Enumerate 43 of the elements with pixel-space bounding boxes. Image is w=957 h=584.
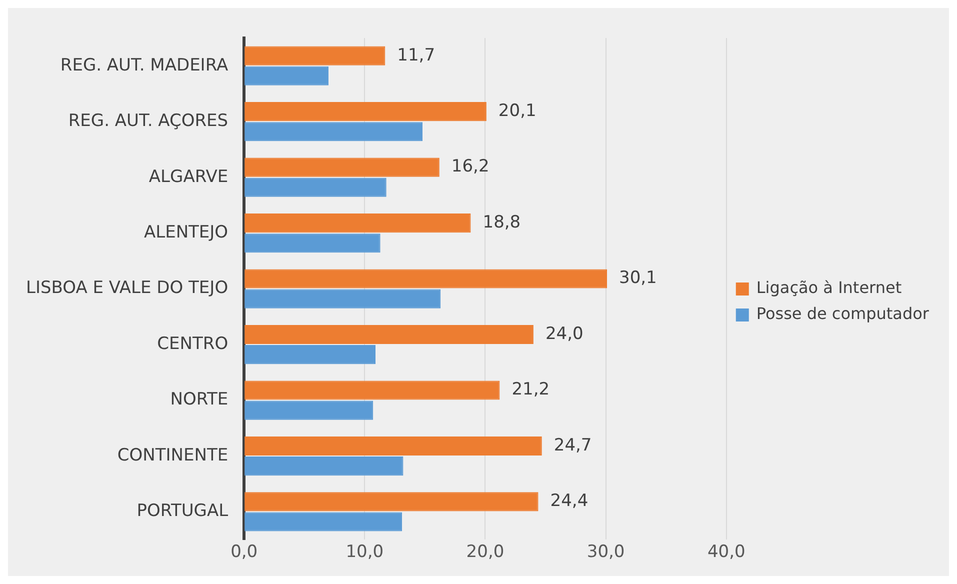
data-label: 24,7 (554, 435, 592, 456)
y-tick-label: CONTINENTE (117, 445, 228, 466)
y-tick-label: NORTE (170, 390, 228, 410)
y-tick-label: REG. AUT. MADEIRA (60, 55, 228, 76)
bar (244, 46, 386, 66)
x-tick-label: 40,0 (707, 542, 746, 562)
legend-label: Posse de computador (756, 304, 930, 324)
legend-label: Ligação à Internet (756, 278, 902, 298)
data-label: 11,7 (397, 45, 436, 66)
bar (244, 436, 542, 456)
x-tick-label: 20,0 (466, 542, 504, 562)
data-label: 16,2 (451, 156, 490, 177)
bar (244, 456, 404, 476)
y-tick-label: ALENTEJO (144, 222, 228, 242)
y-tick-label: REG. AUT. AÇORES (68, 111, 228, 132)
y-tick-label: CENTRO (157, 334, 228, 354)
bar (244, 178, 386, 197)
bar (244, 158, 440, 177)
bar (244, 122, 423, 142)
y-tick-label: LISBOA E VALE DO TEJO (26, 278, 228, 298)
bar (244, 492, 538, 512)
data-label: 30,1 (619, 268, 657, 288)
bar (244, 234, 380, 253)
y-tick-label: ALGARVE (148, 166, 228, 187)
x-tick-label: 0,0 (230, 542, 258, 562)
bar (244, 102, 486, 122)
bar (244, 380, 500, 400)
bar (244, 400, 374, 420)
y-tick-label: PORTUGAL (136, 501, 229, 522)
data-label: 18,8 (482, 212, 521, 232)
x-tick-label: 10,0 (346, 542, 384, 562)
bar (244, 512, 402, 532)
x-tick-label: 30,0 (586, 542, 625, 562)
bar (244, 345, 376, 364)
bar (244, 269, 608, 288)
data-label: 20,1 (498, 100, 536, 121)
bar (244, 66, 328, 86)
data-label: 21,2 (512, 380, 550, 400)
data-label: 24,4 (550, 491, 588, 512)
data-label: 24,0 (545, 324, 584, 344)
bar (244, 289, 441, 308)
bar (244, 214, 471, 233)
bar (244, 324, 534, 344)
